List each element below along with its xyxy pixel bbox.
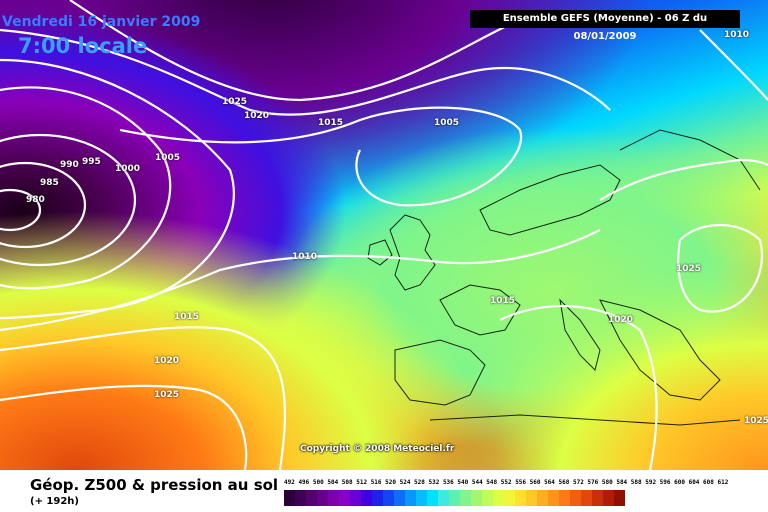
isobar-label: 1005 (155, 153, 181, 163)
isobar-label: 1010 (724, 30, 750, 40)
isobar-label: 1020 (608, 315, 634, 325)
forecast-time: 7:00 locale (18, 34, 148, 58)
map-title: Géop. Z500 & pression au sol (30, 476, 279, 494)
color-scale-swatch (328, 490, 339, 506)
color-scale-swatch (504, 490, 515, 506)
geopotential-map (0, 0, 768, 470)
color-scale-labels: 492 496 500 504 508 512 516 520 524 528 … (284, 479, 729, 486)
color-scale-swatch (306, 490, 317, 506)
forecast-range: (+ 192h) (30, 496, 79, 507)
copyright-notice: Copyright © 2008 Meteociel.fr (300, 444, 455, 454)
color-scale-swatch (559, 490, 570, 506)
color-scale-swatch (471, 490, 482, 506)
color-scale-swatch (350, 490, 361, 506)
color-scale-swatch (526, 490, 537, 506)
isobar-label: 1015 (318, 118, 344, 128)
isobars (0, 0, 768, 470)
color-scale-swatch (449, 490, 460, 506)
isobar-label: 1025 (676, 264, 702, 274)
color-scale-swatch (416, 490, 427, 506)
isobar-label: 1000 (115, 164, 141, 174)
isobar-label: 1025 (154, 390, 180, 400)
map-footer: Géop. Z500 & pression au sol (+ 192h) 49… (0, 470, 768, 512)
isobar-label: 1015 (490, 296, 516, 306)
isobar-label: 980 (26, 195, 45, 205)
color-scale-bar (284, 490, 625, 506)
color-scale-swatch (394, 490, 405, 506)
color-scale-swatch (427, 490, 438, 506)
isobar-label: 1020 (154, 356, 180, 366)
forecast-date: Vendredi 16 janvier 2009 (2, 14, 201, 30)
color-scale-swatch (383, 490, 394, 506)
color-scale-swatch (493, 490, 504, 506)
color-scale-swatch (438, 490, 449, 506)
isobar-label: 1015 (174, 312, 200, 322)
color-scale-swatch (592, 490, 603, 506)
isobar-label: 1025 (222, 97, 248, 107)
isobar-label: 1020 (244, 111, 270, 121)
color-scale-swatch (603, 490, 614, 506)
isobar-label: 1025 (744, 416, 768, 426)
color-scale-swatch (570, 490, 581, 506)
color-scale-swatch (361, 490, 372, 506)
color-scale-swatch (405, 490, 416, 506)
color-scale-swatch (548, 490, 559, 506)
color-scale-swatch (537, 490, 548, 506)
color-scale-swatch (614, 490, 625, 506)
isobar-label: 1005 (434, 118, 460, 128)
color-scale-swatch (339, 490, 350, 506)
color-scale-swatch (295, 490, 306, 506)
model-run-label: Ensemble GEFS (Moyenne) - 06 Z du 08/01/… (470, 10, 740, 42)
color-scale-swatch (460, 490, 471, 506)
isobar-label: 985 (40, 178, 59, 188)
color-scale-swatch (372, 490, 383, 506)
color-scale-swatch (515, 490, 526, 506)
coastlines (367, 129, 761, 426)
color-scale-swatch (482, 490, 493, 506)
isobar-label: 995 (82, 157, 101, 167)
isobar-label: 1010 (292, 252, 318, 262)
color-scale-swatch (317, 490, 328, 506)
color-scale-swatch (581, 490, 592, 506)
color-scale-swatch (284, 490, 295, 506)
isobar-label: 990 (60, 160, 79, 170)
